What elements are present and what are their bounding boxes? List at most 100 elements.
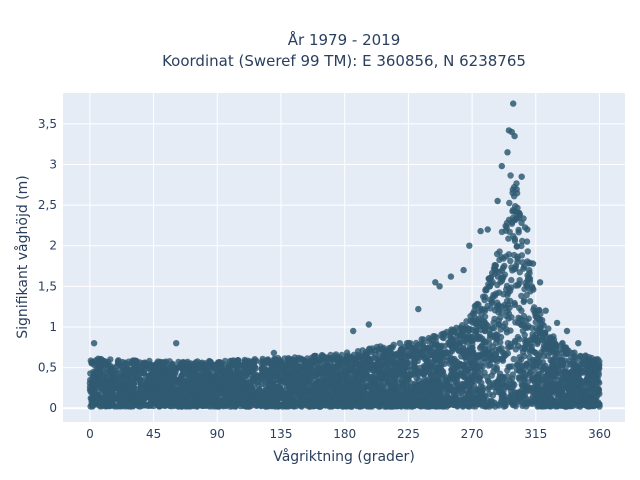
data-point <box>159 397 166 405</box>
data-point <box>500 291 507 298</box>
data-point <box>492 403 499 410</box>
data-point <box>318 382 326 389</box>
data-point <box>517 368 524 375</box>
data-point <box>252 365 259 372</box>
data-point <box>269 372 276 379</box>
data-point <box>354 374 361 381</box>
data-point <box>416 341 424 348</box>
data-point <box>505 235 512 242</box>
data-point <box>489 269 496 277</box>
data-point <box>506 304 513 311</box>
data-point <box>514 204 521 212</box>
data-point <box>169 397 176 404</box>
data-point <box>116 366 123 373</box>
data-point <box>94 371 102 378</box>
data-point <box>497 339 504 346</box>
data-point <box>455 401 462 408</box>
data-point <box>508 276 515 284</box>
data-point <box>186 393 193 400</box>
data-point <box>166 358 173 365</box>
data-point <box>578 380 585 388</box>
data-point <box>489 392 497 399</box>
data-point <box>516 376 523 383</box>
data-point <box>574 396 582 404</box>
data-point <box>123 394 130 401</box>
data-point <box>146 380 154 387</box>
data-point <box>141 395 148 402</box>
data-point <box>389 378 396 385</box>
data-point <box>512 282 520 289</box>
data-point <box>482 338 489 346</box>
data-point <box>474 332 481 340</box>
data-point <box>552 367 559 375</box>
data-point <box>292 363 299 371</box>
data-point <box>136 376 144 383</box>
data-point <box>411 360 418 367</box>
data-point <box>482 403 490 410</box>
data-point <box>570 358 578 366</box>
data-point <box>549 345 556 353</box>
data-point <box>247 385 254 392</box>
data-point <box>519 382 526 389</box>
data-point <box>504 339 512 347</box>
data-point <box>511 183 518 191</box>
data-point <box>179 397 187 404</box>
data-point <box>126 369 133 376</box>
data-point <box>507 297 514 305</box>
data-point <box>421 368 428 376</box>
data-point <box>156 403 163 410</box>
data-point <box>352 393 359 401</box>
data-point <box>518 321 525 328</box>
data-point <box>540 345 547 352</box>
data-point <box>435 375 442 382</box>
data-point <box>423 349 430 356</box>
data-point <box>487 332 494 339</box>
data-point <box>119 390 126 397</box>
data-point <box>528 324 535 332</box>
data-point <box>484 377 492 384</box>
data-point <box>499 264 507 271</box>
data-point <box>395 387 403 394</box>
data-point <box>291 398 298 405</box>
data-point <box>455 396 462 403</box>
data-point <box>587 367 594 375</box>
data-point <box>249 397 257 405</box>
data-point <box>432 356 439 364</box>
data-point <box>490 364 498 371</box>
data-point <box>511 339 519 346</box>
data-point <box>489 299 496 307</box>
data-point <box>432 339 440 346</box>
data-point <box>503 384 510 391</box>
data-point <box>469 326 476 333</box>
data-point <box>522 279 529 287</box>
data-point <box>159 373 166 380</box>
data-point <box>99 385 106 393</box>
data-point <box>492 262 499 269</box>
data-point <box>567 400 574 407</box>
data-point <box>225 369 233 377</box>
data-point <box>526 298 534 305</box>
data-point <box>481 369 488 376</box>
data-point <box>187 371 195 379</box>
data-point <box>533 364 540 372</box>
data-point <box>444 400 451 407</box>
data-point <box>99 380 106 387</box>
data-point <box>541 396 548 403</box>
data-point <box>250 377 258 384</box>
data-point <box>475 358 482 365</box>
data-point <box>95 360 102 367</box>
data-point <box>189 362 196 369</box>
data-point <box>345 374 352 382</box>
data-point <box>507 257 514 265</box>
data-point <box>518 252 526 259</box>
data-point <box>538 321 546 328</box>
data-point <box>426 389 433 396</box>
data-point <box>591 359 598 366</box>
data-point <box>563 379 570 386</box>
data-point <box>480 318 488 325</box>
data-point <box>463 334 470 342</box>
data-point <box>485 362 492 369</box>
data-point <box>515 229 522 236</box>
data-point <box>135 394 142 401</box>
data-point <box>367 355 374 363</box>
